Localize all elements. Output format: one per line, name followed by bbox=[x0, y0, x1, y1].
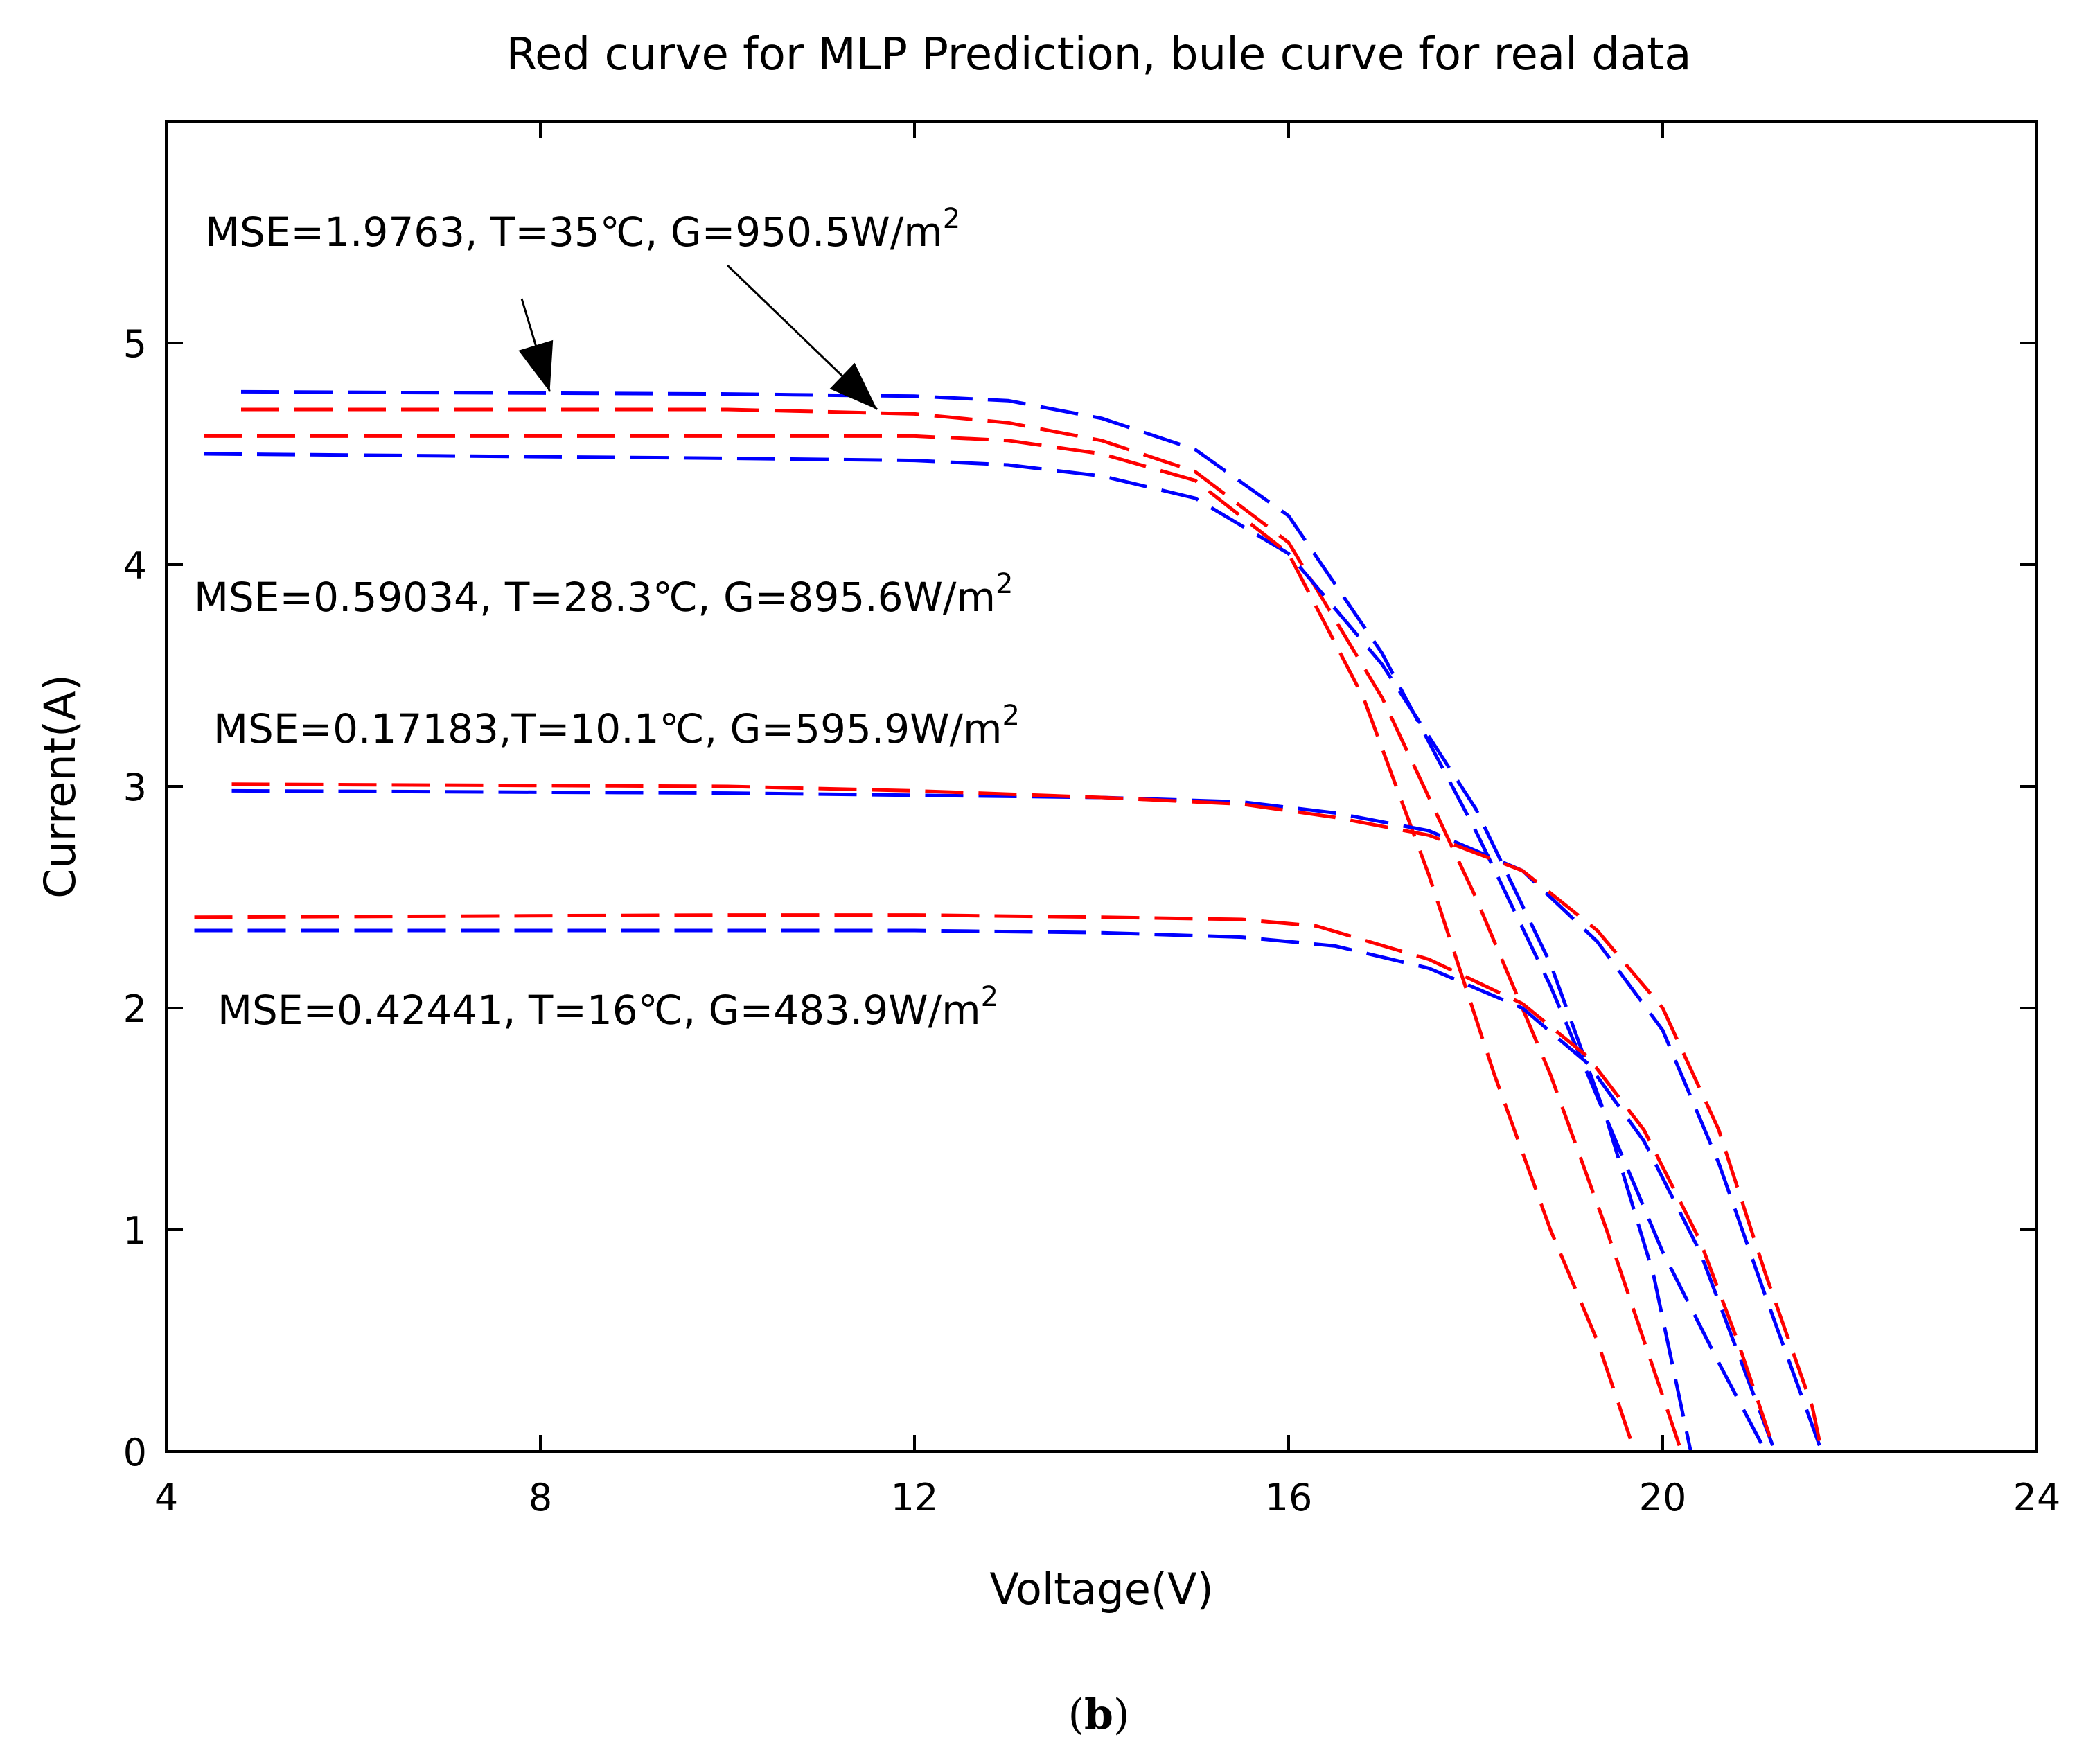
annotation-group-1-text: MSE=1.9763, T=35℃, G=950.5W/m bbox=[205, 209, 943, 256]
series-line-group-3-predicted bbox=[231, 782, 1823, 1452]
annotation-group-2-sup: 2 bbox=[996, 568, 1013, 600]
series-line-group-4-real bbox=[194, 928, 1777, 1452]
series-line-group-4-predicted bbox=[194, 913, 1777, 1452]
annotation-group-4-text: MSE=0.42441, T=16℃, G=483.9W/m bbox=[218, 987, 981, 1034]
annotation-group-1: MSE=1.9763, T=35℃, G=950.5W/m2 bbox=[205, 203, 960, 256]
y-tick-label: 1 bbox=[123, 1209, 147, 1253]
y-tick-label: 3 bbox=[123, 766, 147, 809]
annotation-group-2-text: MSE=0.59034, T=28.3℃, G=895.6W/m bbox=[194, 574, 996, 621]
plot-area bbox=[194, 264, 1823, 1453]
y-tick-label: 2 bbox=[123, 987, 147, 1031]
series-line-group-1-predicted bbox=[241, 407, 1683, 1452]
annotation-group-1-sup: 2 bbox=[943, 203, 960, 235]
panel-label: (b) bbox=[1068, 1691, 1130, 1739]
x-tick-label: 8 bbox=[529, 1476, 552, 1519]
y-tick-label: 5 bbox=[123, 322, 147, 366]
series-line-group-1-real bbox=[240, 389, 1767, 1453]
series-line-group-2-real bbox=[203, 452, 1692, 1452]
x-tick-label: 20 bbox=[1639, 1476, 1687, 1519]
annotation-group-4-sup: 2 bbox=[981, 981, 998, 1013]
annotation-group-3-sup: 2 bbox=[1002, 700, 1020, 732]
panel-label-open: ( bbox=[1068, 1691, 1084, 1739]
y-axis: 0 1 2 3 4 5 bbox=[123, 322, 2037, 1474]
annotation-group-2: MSE=0.59034, T=28.3℃, G=895.6W/m2 bbox=[194, 568, 1013, 621]
x-axis-label: Voltage(V) bbox=[989, 1564, 1213, 1614]
x-tick-label: 4 bbox=[154, 1476, 178, 1519]
annotation-arrow-head bbox=[518, 339, 554, 392]
chart-title: Red curve for MLP Prediction, bule curve… bbox=[506, 29, 1692, 80]
panel-label-close: ) bbox=[1113, 1691, 1129, 1739]
annotation-group-3: MSE=0.17183,T=10.1℃, G=595.9W/m2 bbox=[213, 700, 1020, 752]
annotation-group-4: MSE=0.42441, T=16℃, G=483.9W/m2 bbox=[218, 981, 998, 1034]
annotation-group-3-text: MSE=0.17183,T=10.1℃, G=595.9W/m bbox=[213, 705, 1002, 752]
x-tick-label: 12 bbox=[891, 1476, 939, 1519]
y-tick-label: 4 bbox=[123, 544, 147, 588]
annotation-arrow-head bbox=[829, 362, 877, 409]
x-tick-label: 16 bbox=[1265, 1476, 1313, 1519]
series-line-group-2-predicted bbox=[204, 434, 1636, 1452]
y-axis-label: Current(A) bbox=[35, 674, 85, 899]
x-tick-label: 24 bbox=[2013, 1476, 2061, 1519]
y-tick-label: 0 bbox=[123, 1431, 147, 1474]
x-axis: 4 8 12 16 20 24 bbox=[154, 121, 2061, 1519]
series-line-group-3-real bbox=[231, 788, 1823, 1452]
panel-label-letter: b bbox=[1084, 1691, 1113, 1739]
